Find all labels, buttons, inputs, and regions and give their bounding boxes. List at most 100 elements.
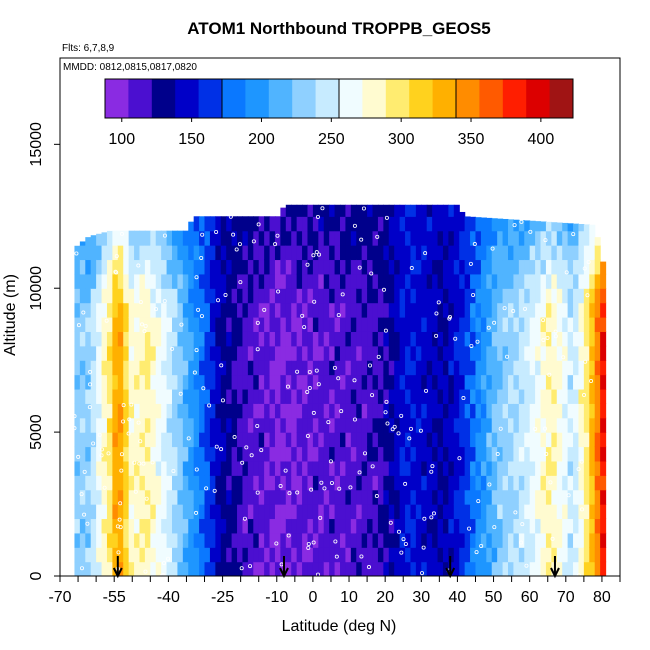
curtain-cell [123, 403, 130, 419]
curtain-cell [90, 432, 97, 448]
curtain-cell [475, 245, 482, 261]
curtain-cell [139, 230, 146, 246]
track-point [340, 292, 345, 297]
curtain-cell [329, 245, 336, 261]
curtain-cell [480, 432, 487, 448]
curtain-cell [123, 417, 130, 433]
track-point [505, 354, 510, 359]
curtain-cell [589, 504, 596, 520]
curtain-cell [220, 504, 227, 520]
curtain-cell [480, 446, 487, 462]
curtain-cell [518, 432, 525, 448]
curtain-cell [90, 345, 97, 361]
curtain-cell [442, 374, 449, 390]
track-point [72, 414, 77, 419]
x-tick-label: 0 [308, 589, 317, 606]
colorbar-tick-label: 200 [248, 131, 275, 148]
curtain-cell [567, 230, 574, 246]
curtain-cell [502, 345, 509, 361]
curtain-cell [226, 460, 233, 476]
curtain-cell [426, 245, 433, 261]
track-point [586, 259, 591, 264]
curtain-cell [340, 230, 347, 246]
track-point [359, 554, 364, 559]
track-point [285, 384, 290, 389]
curtain-cell [307, 403, 314, 419]
curtain-cell [464, 432, 471, 448]
curtain-cell [144, 532, 151, 548]
curtain-cell [101, 475, 108, 491]
curtain-cell [269, 317, 276, 332]
track-point [238, 280, 243, 285]
curtain-cell [497, 561, 504, 576]
curtain-cell [177, 504, 184, 520]
curtain-cell [269, 432, 276, 448]
curtain-cell [399, 403, 406, 419]
curtain-cell [302, 388, 309, 404]
curtain-cell [426, 230, 433, 246]
curtain-cell [123, 230, 130, 246]
curtain-cell [188, 504, 195, 520]
curtain-cell [486, 230, 493, 246]
curtain-cell [204, 403, 211, 419]
curtain-cell [372, 532, 379, 548]
curtain-cell [258, 489, 265, 505]
curtain-cell [101, 561, 108, 576]
curtain-cell [475, 388, 482, 404]
curtain-cell [199, 561, 206, 576]
curtain-cell [405, 561, 412, 576]
curtain-cell [101, 345, 108, 361]
curtain-cell [578, 245, 585, 261]
curtain-cell [437, 302, 444, 318]
curtain-cell [166, 417, 173, 433]
curtain-cell [334, 345, 341, 361]
curtain-cell [204, 446, 211, 462]
curtain-cell [562, 417, 569, 433]
curtain-cell [209, 460, 216, 476]
curtain-cell [199, 432, 206, 448]
curtain-cell [334, 417, 341, 433]
curtain-cell [589, 547, 596, 563]
curtain-cell [312, 374, 319, 390]
curtain-cell [155, 331, 162, 347]
curtain-cell [323, 561, 330, 576]
curtain-cell [480, 489, 487, 505]
curtain-cell [134, 460, 141, 476]
curtain-cell [237, 245, 244, 261]
curtain-cell [372, 460, 379, 476]
track-point [502, 306, 507, 311]
curtain-cell [377, 460, 384, 476]
curtain-cell [242, 302, 249, 318]
track-point [476, 499, 481, 504]
track-point [249, 453, 254, 458]
curtain-cell [475, 331, 482, 347]
curtain-cell [318, 475, 325, 491]
curtain-cell [242, 432, 249, 448]
curtain-cell [583, 388, 590, 404]
curtain-cell [589, 532, 596, 548]
track-point [305, 389, 310, 394]
curtain-cell [345, 547, 352, 563]
curtain-cell [79, 288, 86, 304]
curtain-cell [502, 317, 509, 332]
curtain-cell [139, 374, 146, 390]
curtain-cell [551, 245, 558, 261]
x-tick-label: -40 [157, 589, 180, 606]
curtain-cell [361, 288, 368, 304]
curtain-cell [421, 532, 428, 548]
curtain-cell [79, 561, 86, 576]
curtain-cell [307, 561, 314, 576]
curtain-cell [128, 273, 135, 289]
curtain-cell [583, 245, 590, 261]
track-point [166, 556, 171, 561]
curtain-cell [372, 273, 379, 289]
curtain-cell [442, 288, 449, 304]
curtain-cell [237, 460, 244, 476]
curtain-cell [432, 532, 439, 548]
curtain-cell [264, 489, 271, 505]
curtain-cell [470, 460, 477, 476]
curtain-cell [329, 317, 336, 332]
curtain-cell [513, 388, 520, 404]
curtain-cell [594, 547, 601, 563]
curtain-cell [589, 417, 596, 433]
